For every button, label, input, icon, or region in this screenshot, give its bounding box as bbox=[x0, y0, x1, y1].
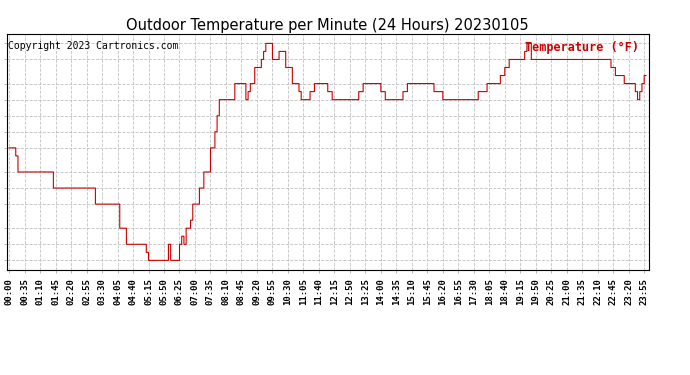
Title: Outdoor Temperature per Minute (24 Hours) 20230105: Outdoor Temperature per Minute (24 Hours… bbox=[126, 18, 529, 33]
Text: Temperature (°F): Temperature (°F) bbox=[525, 41, 639, 54]
Text: Copyright 2023 Cartronics.com: Copyright 2023 Cartronics.com bbox=[8, 41, 179, 51]
